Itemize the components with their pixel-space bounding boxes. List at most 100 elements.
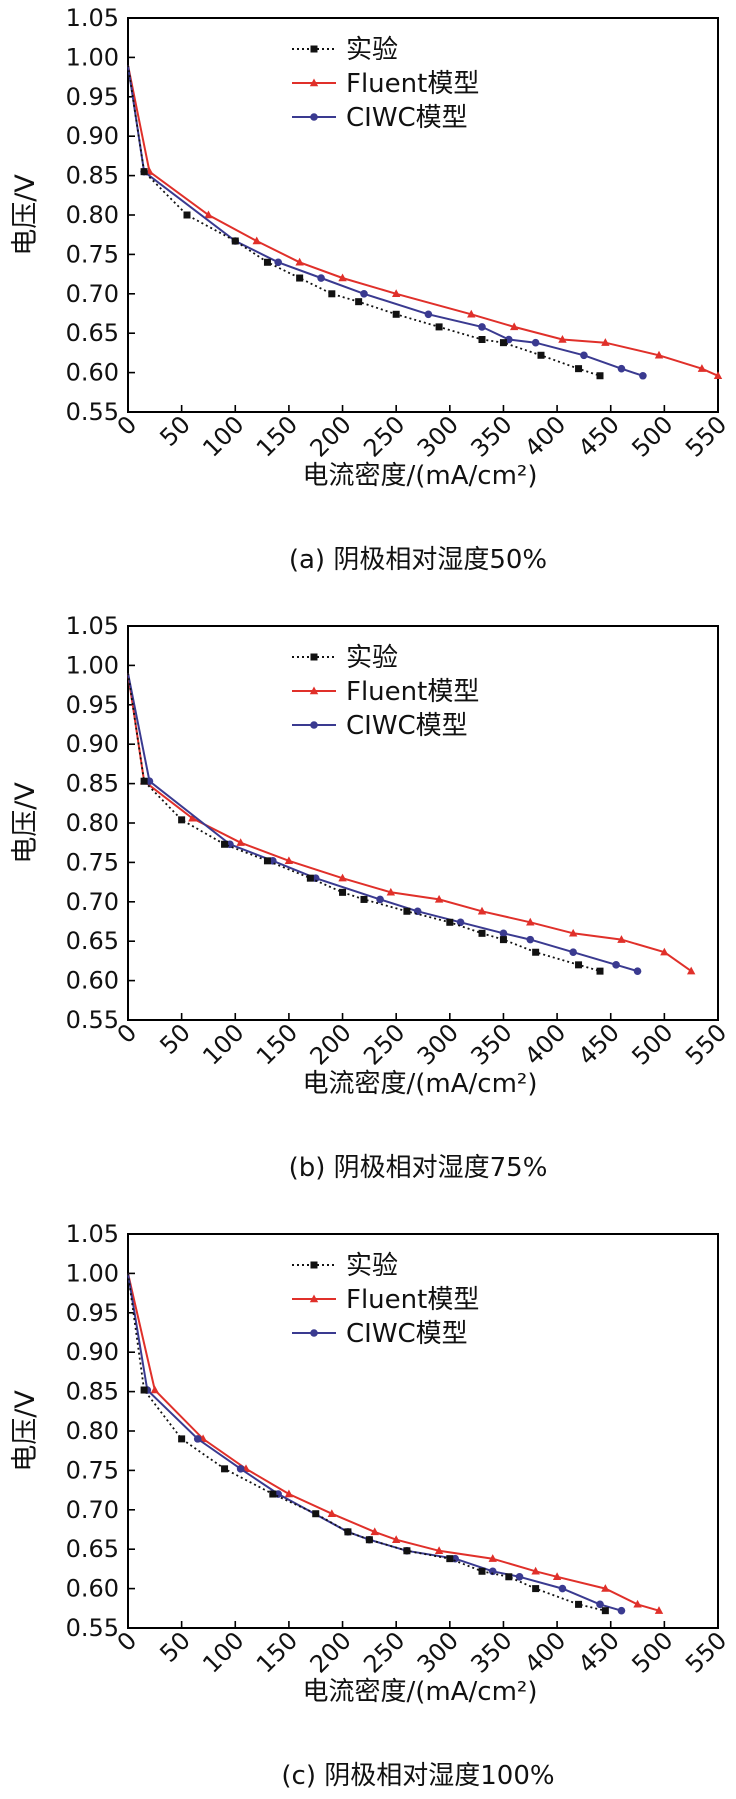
- data-point-fluent: [488, 1554, 497, 1562]
- x-tick-label: 300: [412, 410, 464, 462]
- data-point-ciwc: [612, 961, 620, 969]
- y-tick-label: 1.05: [66, 4, 119, 32]
- data-point-experiment: [263, 857, 271, 865]
- data-point-experiment: [312, 1510, 320, 1518]
- legend-label: CIWC模型: [346, 711, 468, 741]
- x-tick-label: 350: [466, 1626, 518, 1678]
- data-point-ciwc: [617, 1606, 626, 1615]
- data-point-experiment: [178, 1435, 186, 1443]
- y-tick-label: 0.65: [66, 1535, 119, 1563]
- data-point-experiment: [575, 365, 583, 373]
- data-point-fluent: [284, 1489, 294, 1498]
- data-point-fluent: [434, 1546, 444, 1554]
- data-point-fluent: [617, 935, 626, 943]
- legend-marker: [310, 45, 318, 53]
- data-point-fluent: [558, 335, 567, 343]
- data-point-experiment: [140, 1386, 148, 1394]
- legend-marker: [309, 78, 319, 87]
- x-tick-label: 250: [358, 1018, 410, 1070]
- y-tick-label: 0.95: [66, 1299, 119, 1327]
- data-point-experiment: [263, 258, 271, 266]
- data-point-experiment: [499, 339, 507, 347]
- data-point-ciwc: [515, 1572, 524, 1581]
- data-point-experiment: [221, 1465, 229, 1473]
- x-tick-label: 100: [197, 1018, 249, 1070]
- legend-label: Fluent模型: [346, 677, 479, 707]
- y-tick-label: 0.75: [66, 240, 119, 268]
- chart-panel-a: 0.55 0.60 0.65 0.70 0.75 0.80 0.85 0.90 0.95 1.00…: [10, 4, 732, 575]
- x-tick-label: 200: [305, 1626, 357, 1678]
- y-tick-label: 0.90: [66, 1338, 119, 1366]
- data-point-fluent: [327, 1509, 337, 1517]
- x-axis-label: 电流密度/(mA/cm²): [303, 1677, 538, 1707]
- data-point-ciwc: [456, 918, 465, 927]
- data-point-ciwc: [274, 258, 282, 267]
- data-point-experiment: [478, 336, 486, 344]
- chart-panel-b: 0.55 0.60 0.65 0.70 0.75 0.80 0.85 0.90 0.95 1.00…: [10, 612, 732, 1183]
- data-point-experiment: [403, 907, 411, 915]
- x-tick-label: 400: [519, 1626, 571, 1678]
- data-point-fluent: [236, 838, 245, 846]
- y-tick-label: 1.00: [66, 1259, 119, 1287]
- x-tick-label: 150: [251, 1626, 303, 1678]
- data-point-ciwc: [596, 1600, 604, 1609]
- y-tick-label: 0.95: [66, 691, 119, 719]
- x-tick-label: 350: [466, 410, 518, 462]
- data-point-ciwc: [193, 1435, 202, 1443]
- data-point-fluent: [601, 338, 610, 346]
- data-point-fluent: [697, 364, 707, 372]
- legend-marker: [309, 686, 319, 695]
- x-tick-label: 450: [573, 1626, 625, 1678]
- data-point-experiment: [505, 1573, 513, 1581]
- y-tick-label: 1.00: [66, 651, 119, 679]
- data-point-fluent: [391, 289, 401, 297]
- legend-label: 实验: [346, 643, 398, 673]
- x-tick-label: 550: [680, 410, 732, 462]
- legend-marker: [310, 1329, 318, 1337]
- data-point-fluent: [654, 1606, 664, 1614]
- y-tick-label: 0.60: [66, 359, 119, 387]
- data-point-experiment: [221, 840, 229, 848]
- y-tick-label: 0.75: [66, 1456, 119, 1484]
- data-point-experiment: [344, 1528, 352, 1536]
- data-point-fluent: [531, 1566, 540, 1575]
- y-tick-label: 0.65: [66, 927, 119, 955]
- y-tick-label: 0.75: [66, 848, 119, 876]
- y-tick-label: 0.90: [66, 122, 119, 150]
- y-tick-label: 0.90: [66, 730, 119, 758]
- y-tick-label: 0.65: [66, 319, 119, 347]
- x-tick-label: 250: [358, 1626, 410, 1678]
- data-point-experiment: [403, 1547, 411, 1555]
- data-point-experiment: [392, 310, 400, 318]
- data-point-experiment: [140, 777, 148, 785]
- data-point-ciwc: [488, 1567, 497, 1576]
- x-tick-label: 350: [466, 1018, 518, 1070]
- data-point-fluent: [509, 322, 519, 331]
- legend-label: Fluent模型: [346, 1285, 479, 1315]
- data-point-fluent: [660, 947, 669, 956]
- x-tick-label: 100: [197, 410, 249, 462]
- panel-caption: (b) 阴极相对湿度75%: [289, 1153, 548, 1183]
- data-point-ciwc: [478, 323, 486, 331]
- data-point-fluent: [633, 1599, 642, 1608]
- data-point-experiment: [435, 323, 443, 331]
- y-axis-label: 电压/V: [10, 1390, 41, 1472]
- data-point-experiment: [575, 1600, 583, 1608]
- data-point-experiment: [140, 168, 148, 176]
- data-point-ciwc: [633, 967, 642, 975]
- data-point-ciwc: [424, 310, 433, 319]
- data-point-ciwc: [639, 371, 647, 380]
- y-tick-label: 0.60: [66, 1575, 119, 1603]
- data-point-experiment: [478, 1567, 486, 1575]
- data-point-fluent: [188, 813, 197, 822]
- x-tick-label: 100: [197, 1626, 249, 1678]
- x-tick-label: 400: [519, 1018, 571, 1070]
- data-point-experiment: [178, 816, 186, 824]
- panel-caption: (a) 阴极相对湿度50%: [289, 545, 547, 575]
- data-point-experiment: [446, 1555, 454, 1563]
- data-point-fluent: [568, 928, 578, 937]
- data-point-fluent: [338, 273, 347, 282]
- x-tick-label: 200: [305, 1018, 357, 1070]
- data-point-ciwc: [580, 351, 588, 360]
- series-line-ciwc: [127, 1273, 622, 1612]
